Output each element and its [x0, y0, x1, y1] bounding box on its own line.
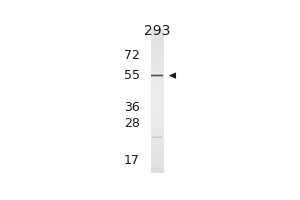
- Bar: [151, 62, 164, 65]
- Bar: [151, 115, 164, 118]
- Bar: [151, 152, 164, 154]
- Bar: [151, 113, 164, 115]
- Bar: [151, 161, 164, 164]
- Bar: [151, 108, 164, 111]
- Bar: [151, 140, 164, 142]
- Bar: [151, 84, 164, 87]
- Bar: [151, 103, 164, 106]
- Bar: [151, 77, 164, 79]
- Bar: [151, 29, 164, 31]
- Bar: [151, 171, 164, 173]
- Bar: [151, 137, 164, 140]
- Bar: [151, 99, 164, 101]
- Bar: [151, 38, 164, 41]
- Bar: [151, 101, 164, 103]
- Bar: [151, 36, 164, 38]
- Bar: [151, 89, 164, 91]
- Bar: [151, 94, 164, 96]
- Bar: [151, 60, 164, 62]
- Text: 293: 293: [144, 24, 170, 38]
- Bar: [151, 132, 164, 135]
- Bar: [151, 58, 164, 60]
- Bar: [151, 111, 164, 113]
- Bar: [151, 48, 164, 50]
- Bar: [151, 166, 164, 169]
- Bar: [151, 46, 164, 48]
- Bar: [151, 164, 164, 166]
- Text: 55: 55: [124, 69, 140, 82]
- Bar: [151, 135, 164, 137]
- Bar: [151, 125, 164, 128]
- Bar: [151, 123, 164, 125]
- Bar: [151, 142, 164, 144]
- Bar: [151, 87, 164, 89]
- Bar: [151, 50, 164, 53]
- Bar: [151, 31, 164, 33]
- Bar: [151, 154, 164, 156]
- Bar: [151, 149, 164, 152]
- Polygon shape: [169, 72, 176, 79]
- Text: 17: 17: [124, 154, 140, 167]
- Bar: [151, 91, 164, 94]
- Bar: [151, 65, 164, 67]
- Bar: [151, 130, 164, 132]
- Bar: [151, 156, 164, 159]
- Bar: [151, 106, 164, 108]
- Text: 36: 36: [124, 101, 140, 114]
- Bar: [151, 70, 164, 72]
- Bar: [151, 128, 164, 130]
- Bar: [151, 144, 164, 147]
- Bar: [151, 74, 164, 77]
- Bar: [151, 147, 164, 149]
- Bar: [151, 43, 164, 46]
- Bar: [151, 33, 164, 36]
- Bar: [151, 72, 164, 74]
- Text: 28: 28: [124, 117, 140, 130]
- Bar: [151, 118, 164, 120]
- Bar: [151, 79, 164, 82]
- Bar: [151, 169, 164, 171]
- Bar: [151, 67, 164, 70]
- Bar: [151, 82, 164, 84]
- Bar: [151, 159, 164, 161]
- Text: 72: 72: [124, 49, 140, 62]
- Bar: [151, 120, 164, 123]
- Bar: [151, 55, 164, 58]
- Bar: [151, 41, 164, 43]
- Bar: [151, 53, 164, 55]
- Bar: [151, 96, 164, 99]
